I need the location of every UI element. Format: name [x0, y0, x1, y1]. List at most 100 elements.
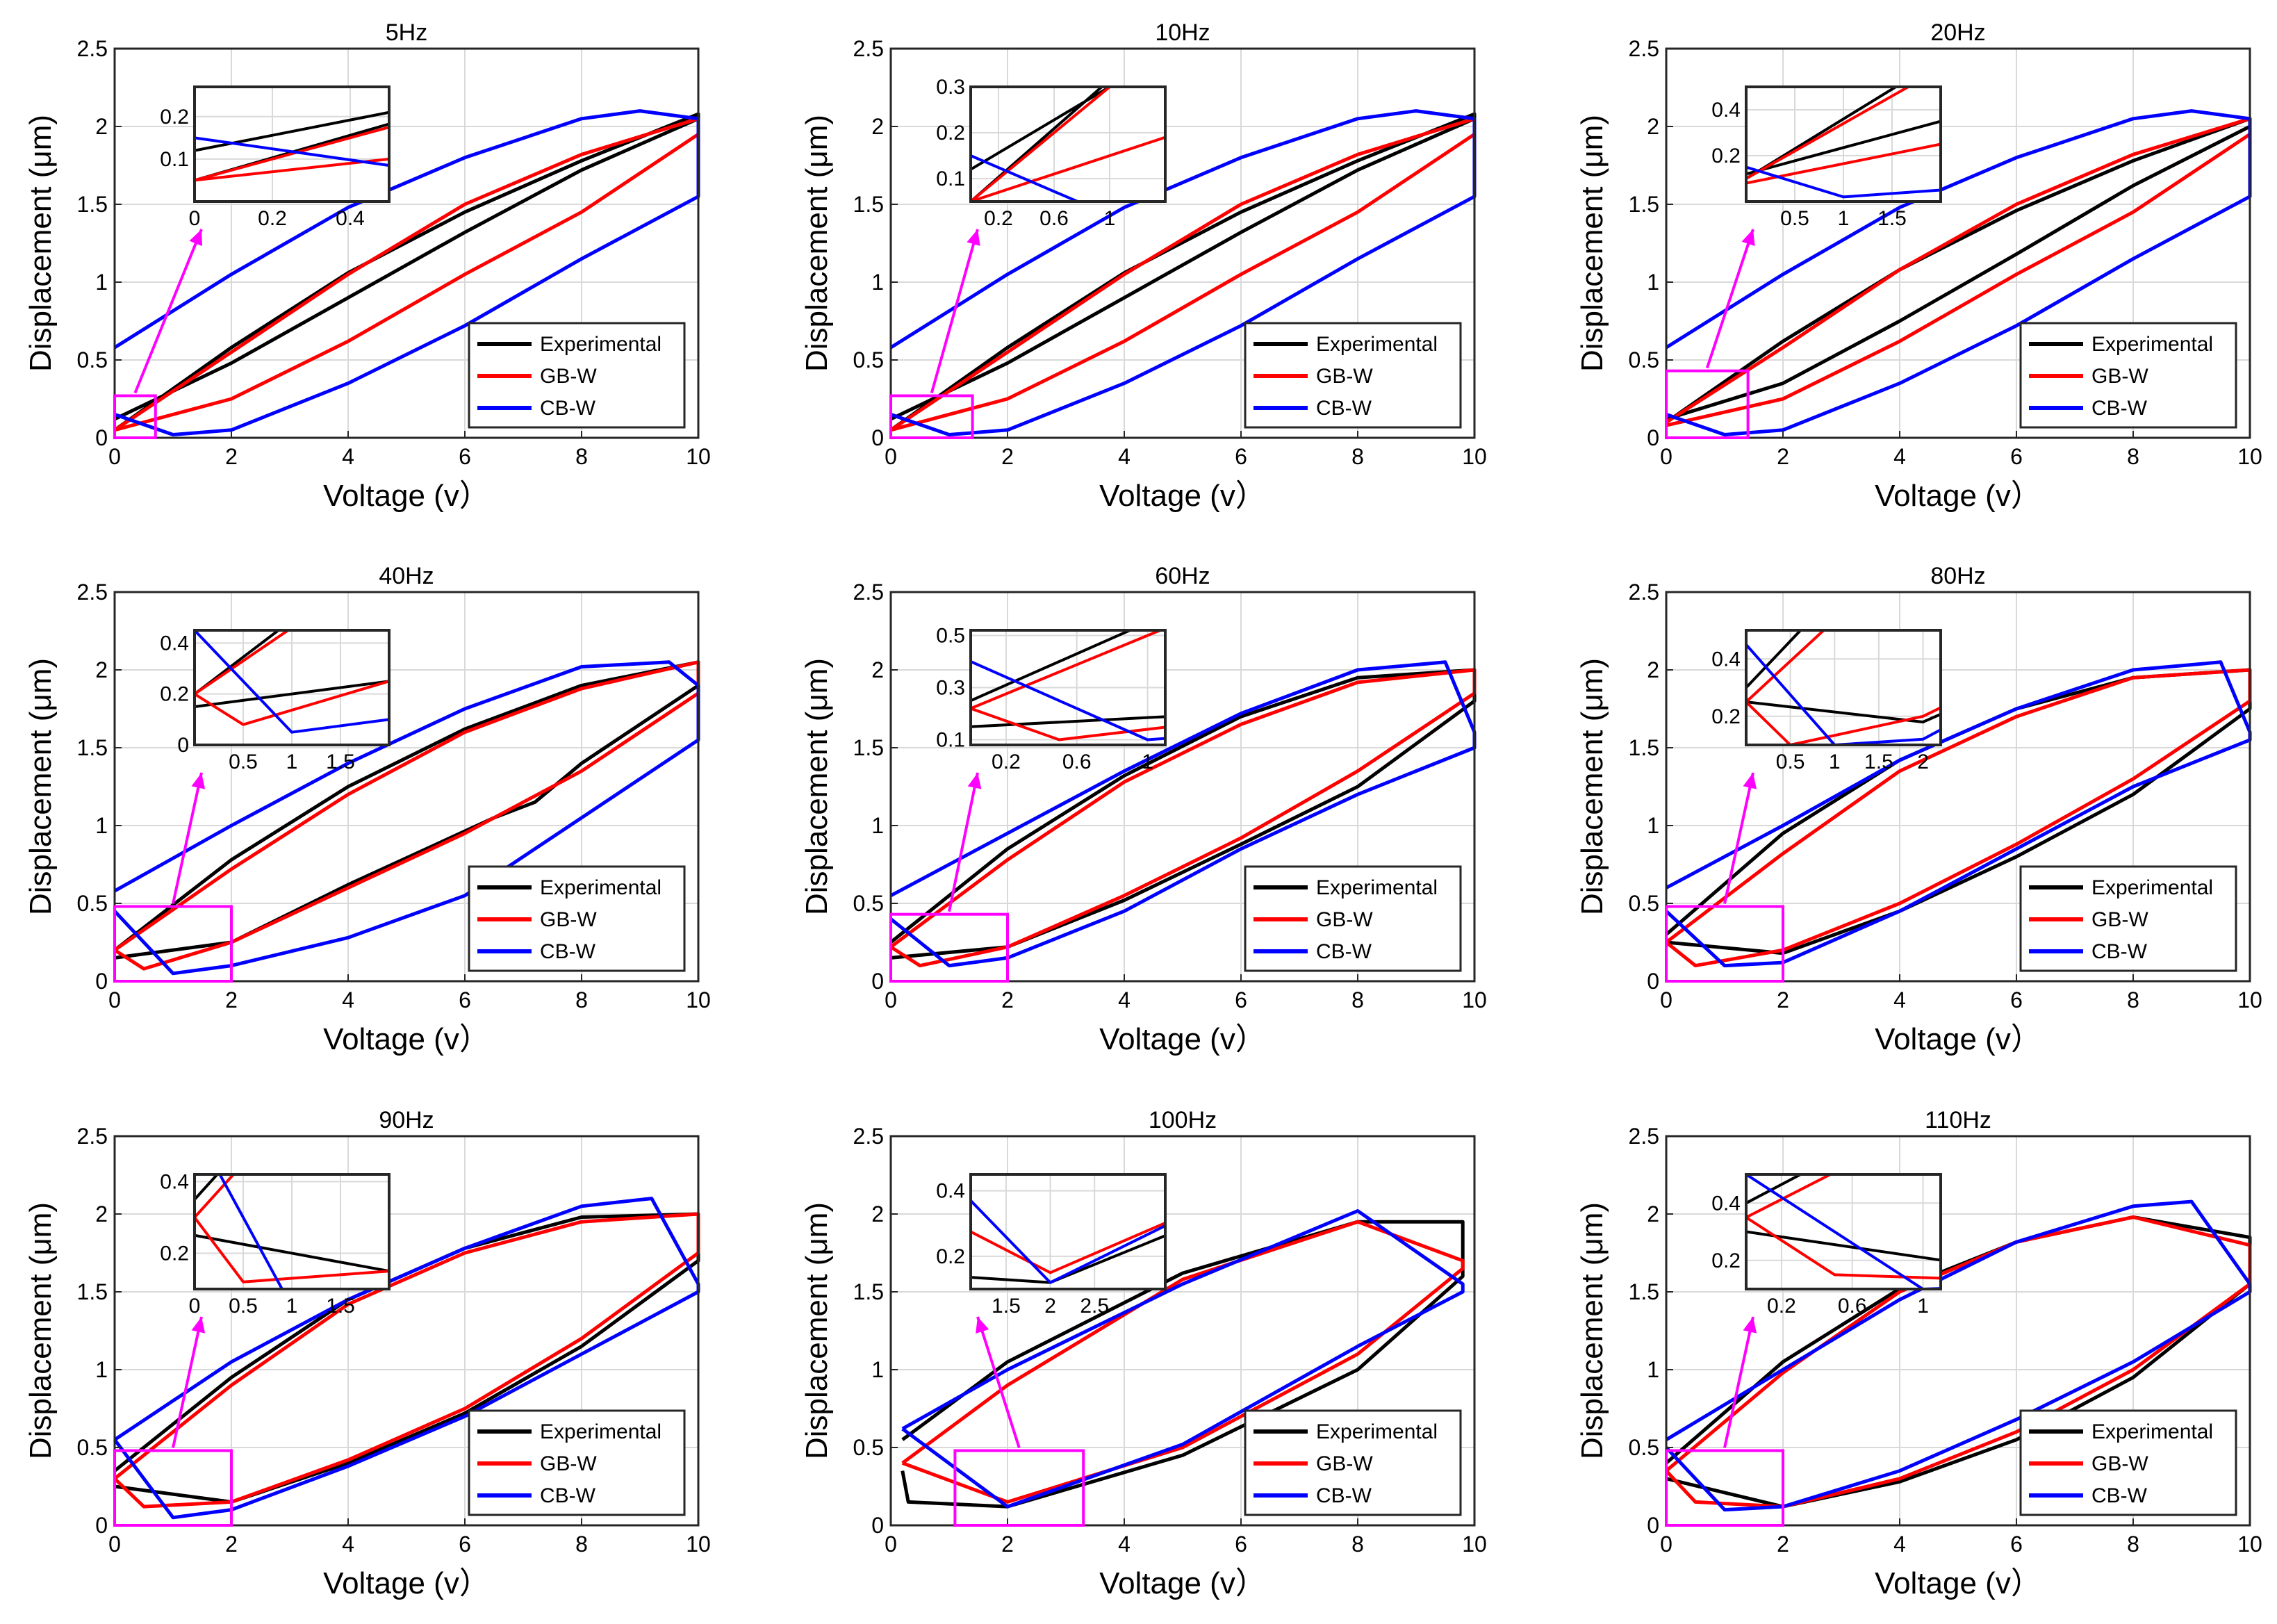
x-tick-label: 8 — [575, 444, 588, 469]
x-tick-label: 10 — [1462, 987, 1487, 1012]
y-axis-label: Displacement (μm) — [24, 1202, 58, 1459]
inset-x-tick-label: 1.5 — [992, 1295, 1021, 1318]
y-tick-label: 0.5 — [77, 1435, 108, 1460]
y-tick-label: 0.5 — [1629, 1435, 1659, 1460]
y-tick-label: 0.5 — [853, 347, 884, 372]
subplot-100Hz: 0 2 4 6 8 10 0 0.5 1 1.5 2 2.5 100Hz Voltage (v） Displ… — [800, 1107, 1487, 1600]
x-tick-label: 10 — [2237, 444, 2262, 469]
y-tick-label: 0 — [871, 425, 884, 450]
x-axis-label: Voltage (v） — [323, 1566, 490, 1600]
y-tick-label: 2 — [95, 1201, 108, 1227]
y-axis-label: Displacement (μm) — [1575, 658, 1609, 915]
legend-label-experimental: Experimental — [540, 333, 661, 356]
x-axis-label: Voltage (v） — [323, 1022, 490, 1056]
inset-y-tick-label: 0.3 — [936, 677, 965, 700]
inset-box — [193, 85, 391, 203]
inset-box — [1745, 629, 1942, 746]
subplot-title: 110Hz — [1925, 1107, 1991, 1133]
y-tick-label: 0.5 — [1629, 891, 1659, 916]
inset-x-tick-label: 1.5 — [1864, 751, 1893, 773]
zoom-region-box — [889, 394, 974, 440]
legend: Experimental GB-W CB-W — [1244, 1409, 1462, 1516]
legend: Experimental GB-W CB-W — [468, 322, 686, 429]
inset-x-tick-label: 0.6 — [1039, 207, 1069, 230]
subplot-title: 20Hz — [1930, 19, 1985, 46]
x-tick-label: 8 — [1351, 1532, 1364, 1557]
inset-x-tick-label: 2.5 — [1080, 1295, 1109, 1318]
legend-label-cb-w: CB-W — [2091, 940, 2148, 963]
inset-curves — [1746, 630, 1941, 745]
inset-y-tick-label: 0 — [177, 734, 189, 757]
x-tick-label: 0 — [885, 1532, 897, 1557]
y-tick-label: 1.5 — [1629, 735, 1659, 760]
zoom-region-box — [113, 394, 157, 440]
inset-box — [1745, 85, 1942, 203]
x-tick-label: 6 — [2010, 987, 2023, 1012]
inset-y-tick-label: 0.1 — [936, 729, 965, 752]
inset-x-tick-label: 0.2 — [992, 751, 1021, 773]
inset-x-tick-label: 0.5 — [229, 751, 258, 773]
y-tick-label: 1 — [871, 813, 884, 838]
y-tick-label: 0.5 — [853, 891, 884, 916]
inset-x-tick-label: 1 — [286, 1295, 298, 1318]
zoom-arrow-line — [172, 772, 203, 904]
inset-background — [971, 1174, 1165, 1289]
legend-label-cb-w: CB-W — [540, 1484, 596, 1507]
zoom-region-box — [953, 1449, 1085, 1527]
inset-y-tick-label: 0.1 — [936, 167, 965, 190]
x-tick-label: 6 — [1235, 987, 1247, 1012]
subplot-title: 100Hz — [1149, 1107, 1217, 1133]
inset-x-tick-label: 0.2 — [258, 207, 287, 230]
y-tick-label: 1 — [871, 270, 884, 295]
inset-y-tick-label: 0.4 — [936, 1180, 965, 1203]
legend-label-cb-w: CB-W — [2091, 397, 2148, 420]
inset-y-tick-label: 0.2 — [936, 122, 965, 145]
y-tick-label: 2.5 — [77, 580, 108, 605]
y-tick-label: 2 — [95, 657, 108, 682]
legend-label-gb-w: GB-W — [2091, 1452, 2148, 1475]
inset-x-tick-label: 2 — [1044, 1295, 1056, 1318]
zoom-arrow-head — [967, 229, 980, 246]
zoom-arrow-head — [191, 1317, 206, 1334]
x-axis-label: Voltage (v） — [1875, 1022, 2041, 1056]
x-tick-label: 0 — [108, 987, 121, 1012]
inset-y-tick-label: 0.4 — [160, 632, 189, 655]
legend-label-cb-w: CB-W — [540, 397, 596, 420]
legend: Experimental GB-W CB-W — [2019, 322, 2237, 429]
inset-y-tick-label: 0.2 — [1711, 145, 1741, 167]
y-tick-label: 2 — [1647, 1201, 1659, 1227]
x-tick-label: 4 — [1893, 1532, 1906, 1557]
x-tick-label: 8 — [1351, 987, 1364, 1012]
x-tick-label: 4 — [342, 444, 354, 469]
inset-y-tick-label: 0.2 — [936, 1245, 965, 1268]
y-tick-label: 1 — [95, 270, 108, 295]
x-axis-label: Voltage (v） — [1099, 1022, 1266, 1056]
axes-box — [113, 591, 700, 983]
axes-box — [113, 1135, 700, 1527]
y-tick-label: 0 — [95, 1513, 108, 1538]
x-tick-label: 0 — [885, 444, 897, 469]
y-tick-label: 1.5 — [853, 192, 884, 217]
x-tick-label: 4 — [1893, 987, 1906, 1012]
zoom-region-box — [889, 912, 1009, 983]
inset-axes: 0 0.2 0.4 0.1 0.2 — [160, 85, 391, 230]
inset-axes: 0.5 1 1.5 0.2 0.4 — [1711, 85, 1942, 230]
x-tick-label: 10 — [686, 987, 711, 1012]
inset-x-tick-label: 1 — [1838, 207, 1850, 230]
zoom-region-box — [113, 905, 233, 983]
inset-axes: 0.2 0.6 1 0.1 0.3 0.5 — [936, 625, 1167, 773]
legend-label-gb-w: GB-W — [1316, 1452, 1373, 1475]
x-tick-label: 8 — [575, 987, 588, 1012]
y-axis-label: Displacement (μm) — [1575, 115, 1609, 372]
y-tick-label: 0 — [1647, 969, 1659, 994]
subplot-title: 10Hz — [1155, 19, 1210, 46]
zoom-arrow-line — [172, 1316, 203, 1448]
y-tick-label: 2 — [871, 657, 884, 682]
inset-axes: 0.2 0.6 1 0.1 0.2 0.3 — [936, 76, 1167, 230]
inset-x-tick-label: 0.6 — [1838, 1295, 1867, 1318]
inset-axes: 0.5 1 1.5 0 0.2 0.4 — [160, 629, 391, 773]
y-tick-label: 1.5 — [853, 735, 884, 760]
subplot-110Hz: 0 2 4 6 8 10 0 0.5 1 1.5 2 2.5 110Hz Voltage (v） Displ… — [1575, 1107, 2262, 1600]
x-axis-label: Voltage (v） — [1099, 1566, 1266, 1600]
x-tick-label: 10 — [686, 444, 711, 469]
